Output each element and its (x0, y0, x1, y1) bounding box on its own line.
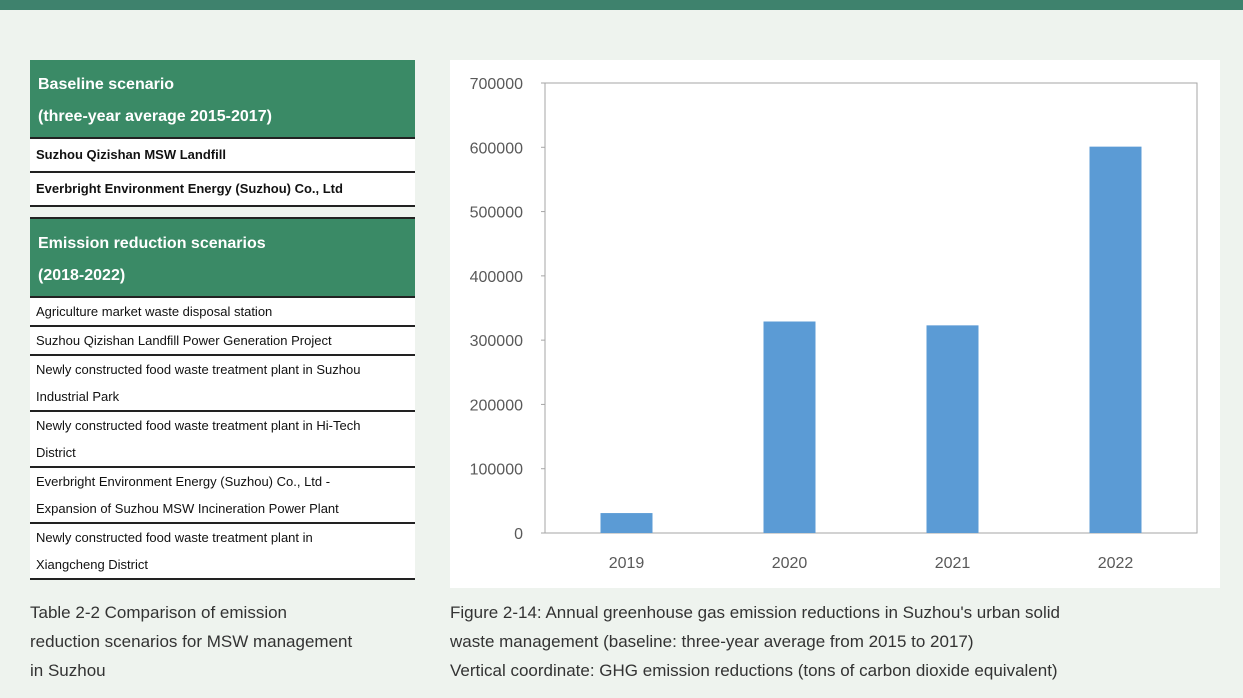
x-tick-label: 2019 (609, 555, 645, 572)
text-line: Table 2-2 Comparison of emission (30, 603, 288, 622)
table-row: Newly constructed food waste treatment p… (30, 412, 415, 468)
x-tick-label: 2020 (772, 555, 808, 572)
table-row: Agriculture market waste disposal statio… (30, 298, 415, 327)
bar (1089, 146, 1142, 533)
text-line: Everbright Environment Energy (Suzhou) C… (36, 474, 331, 489)
chart: 0 100000 200000 300000 400000 500000 600000 700… (470, 76, 1198, 572)
table-row: Suzhou Qizishan MSW Landfill (30, 139, 415, 173)
text-line: Newly constructed food waste treatment p… (36, 530, 313, 545)
section-heading: Emission reduction scenarios (2018-2022) (30, 217, 415, 298)
plot-border (544, 82, 1198, 534)
y-tick-label: 600000 (470, 140, 523, 157)
text-line: reduction scenarios for MSW management (30, 632, 353, 651)
y-tick-label: 700000 (470, 76, 523, 93)
text-line: Emission reduction scenarios (38, 235, 266, 252)
text-line: Figure 2-14: Annual greenhouse gas emiss… (450, 603, 1060, 622)
text-line: Newly constructed food waste treatment p… (36, 362, 361, 377)
text-line: Suzhou Qizishan Landfill Power Generatio… (36, 333, 332, 348)
table-row: Everbright Environment Energy (Suzhou) C… (30, 468, 415, 524)
text-line: District (36, 445, 76, 460)
y-tick-label: 500000 (470, 205, 523, 222)
chart-panel: 0 100000 200000 300000 400000 500000 600000 700… (450, 60, 1220, 588)
table-row: Newly constructed food waste treatment p… (30, 524, 415, 580)
y-tick-label: 200000 (470, 397, 523, 414)
text-line: Everbright Environment Energy (Suzhou) C… (36, 181, 343, 196)
text-line: in Suzhou (30, 661, 106, 680)
figure-caption: Figure 2-14: Annual greenhouse gas emiss… (450, 598, 1060, 685)
text-line: Expansion of Suzhou MSW Incineration Pow… (36, 501, 339, 516)
bar (926, 325, 979, 533)
text-line: (2018-2022) (38, 267, 126, 284)
bar (600, 513, 653, 533)
table-caption: Table 2-2 Comparison of emission reductio… (30, 598, 352, 685)
y-tick-label: 100000 (470, 462, 523, 479)
top-bar (0, 0, 1243, 10)
table-row: Suzhou Qizishan Landfill Power Generatio… (30, 327, 415, 356)
y-tick-label: 0 (514, 526, 523, 543)
text-line: Vertical coordinate: GHG emission reduct… (450, 661, 1058, 680)
table-row: Newly constructed food waste treatment p… (30, 356, 415, 412)
table: Baseline scenario (three-year average 201… (30, 60, 415, 580)
text-line: Baseline scenario (38, 76, 175, 93)
text-line: (three-year average 2015-2017) (38, 108, 272, 125)
text-line: waste management (baseline: three-year a… (450, 632, 974, 651)
x-tick-label: 2021 (935, 555, 971, 572)
y-tick-label: 300000 (470, 333, 523, 350)
text-line: Suzhou Qizishan MSW Landfill (36, 147, 226, 162)
section-heading: Baseline scenario (three-year average 201… (30, 60, 415, 139)
text-line: Industrial Park (36, 389, 120, 404)
text-line: Newly constructed food waste treatment p… (36, 418, 361, 433)
text-line: Agriculture market waste disposal statio… (36, 304, 273, 319)
y-tick-label: 400000 (470, 269, 523, 286)
x-tick-label: 2022 (1098, 555, 1134, 572)
bar (763, 321, 816, 533)
table-row: Everbright Environment Energy (Suzhou) C… (30, 173, 415, 207)
text-line: Xiangcheng District (36, 557, 148, 572)
